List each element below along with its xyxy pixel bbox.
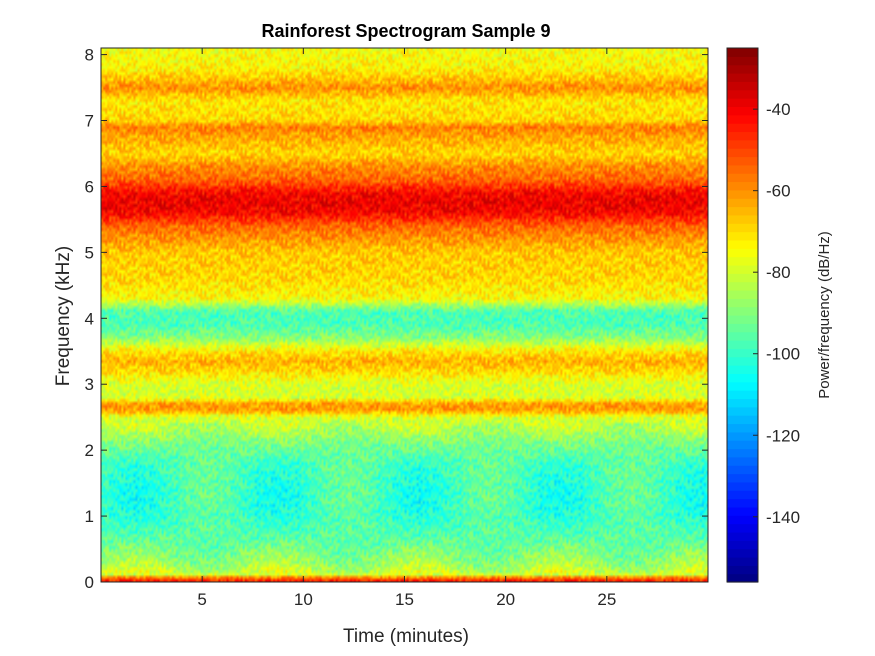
colorbar [727, 48, 758, 583]
colorbar-band [727, 139, 758, 149]
colorbar-band [727, 298, 758, 308]
colorbar-band [727, 490, 758, 500]
y-tick-label: 0 [85, 573, 94, 592]
y-tick-label: 6 [85, 177, 94, 196]
colorbar-band [727, 264, 758, 274]
colorbar-band [727, 73, 758, 82]
colorbar-band [727, 423, 758, 433]
colorbar-band [727, 456, 758, 466]
x-tick-label: 25 [597, 590, 616, 609]
colorbar-band [727, 340, 758, 349]
x-axis-label: Time (minutes) [343, 626, 469, 647]
colorbar-band [727, 131, 758, 141]
colorbar-band [727, 548, 758, 558]
colorbar-band [727, 406, 758, 416]
colorbar-band [727, 431, 758, 441]
colorbar-band [727, 415, 758, 425]
colorbar-band [727, 315, 758, 324]
colorbar-band [727, 114, 758, 124]
colorbar-frame [726, 47, 759, 583]
colorbar-band [727, 390, 758, 400]
colorbar-band [727, 348, 758, 358]
colorbar-band [727, 523, 758, 533]
x-tick-label: 15 [395, 590, 414, 609]
colorbar-band [727, 506, 758, 516]
x-axis: 5 10 15 20 25 [197, 48, 616, 609]
colorbar-band [727, 164, 758, 174]
colorbar-band [727, 515, 758, 525]
colorbar-band [727, 498, 758, 508]
colorbar-band [727, 206, 758, 216]
y-tick-label: 8 [85, 46, 94, 65]
spectrogram-heatmap [101, 48, 708, 582]
colorbar-band [727, 289, 758, 299]
colorbar-band [727, 223, 758, 233]
colorbar-band [727, 281, 758, 291]
colorbar-band [727, 48, 758, 57]
y-tick-label: 7 [85, 112, 94, 131]
colorbar-band [727, 323, 758, 333]
colorbar-tick-label: -120 [766, 426, 800, 445]
colorbar-band [727, 64, 758, 74]
colorbar-band [727, 531, 758, 541]
colorbar-band [727, 573, 758, 583]
colorbar-band [727, 248, 758, 258]
spectrogram-image [101, 48, 708, 582]
y-tick-label: 2 [85, 441, 94, 460]
colorbar-band [727, 273, 758, 283]
colorbar-band [727, 440, 758, 450]
y-tick-label: 5 [85, 243, 94, 262]
colorbar-band [727, 540, 758, 550]
colorbar-band [727, 373, 758, 383]
colorbar-band [727, 98, 758, 108]
colorbar-tick-label: -80 [766, 263, 791, 282]
x-tick-label: 5 [197, 590, 206, 609]
colorbar-band [727, 473, 758, 483]
colorbar-band [727, 106, 758, 116]
colorbar-band [727, 306, 758, 316]
colorbar-band [727, 448, 758, 458]
y-tick-label: 3 [85, 375, 94, 394]
colorbar-band [727, 123, 758, 133]
x-tick-label: 20 [496, 590, 515, 609]
y-tick-label: 1 [85, 507, 94, 526]
colorbar-label: Power/frequency (dB/Hz) [816, 231, 833, 399]
colorbar-band [727, 239, 758, 249]
colorbar-tick-label: -40 [766, 100, 791, 119]
colorbar-band [727, 365, 758, 375]
x-tick-label: 10 [294, 590, 313, 609]
chart-title: Rainforest Spectrogram Sample 9 [261, 21, 550, 41]
colorbar-band [727, 381, 758, 391]
colorbar-band [727, 481, 758, 491]
colorbar-band [727, 81, 758, 91]
colorbar-band [727, 181, 758, 191]
colorbar-band [727, 89, 758, 99]
colorbar-band [727, 148, 758, 158]
colorbar-band [727, 565, 758, 575]
colorbar-band [727, 356, 758, 366]
colorbar-band [727, 214, 758, 224]
colorbar-band [727, 56, 758, 66]
colorbar-band [727, 331, 758, 341]
colorbar-tick-label: -140 [766, 508, 800, 527]
colorbar-band [727, 556, 758, 566]
colorbar-band [727, 231, 758, 241]
y-axis-label: Frequency (kHz) [53, 246, 74, 386]
colorbar-tick-label: -100 [766, 345, 800, 364]
colorbar-band [727, 465, 758, 475]
colorbar-band [727, 256, 758, 266]
colorbar-band [727, 189, 758, 199]
colorbar-band [727, 173, 758, 183]
colorbar-band [727, 156, 758, 166]
y-tick-label: 4 [85, 309, 94, 328]
colorbar-axis: -140 -120 -100 -80 -60 -40 [753, 100, 800, 527]
y-axis: 0 1 2 3 4 5 6 7 8 [85, 46, 708, 592]
colorbar-band [727, 198, 758, 208]
colorbar-tick-label: -60 [766, 182, 791, 201]
colorbar-band [727, 398, 758, 408]
